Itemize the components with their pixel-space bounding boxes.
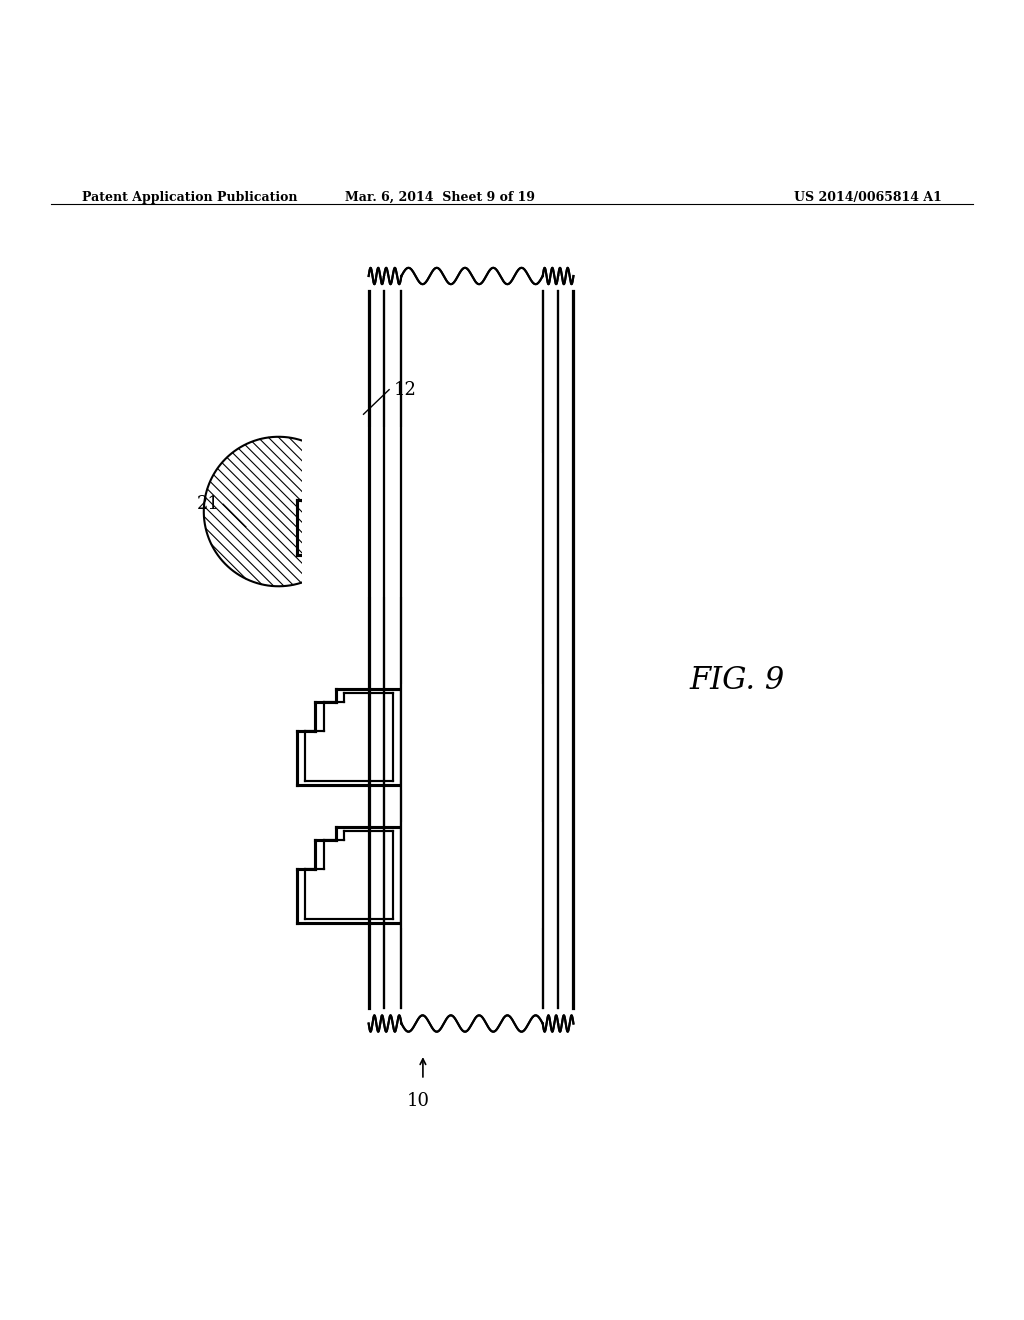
Bar — [400, 822, 544, 928]
Text: 10: 10 — [407, 1092, 429, 1110]
Bar — [400, 453, 544, 560]
Text: Mar. 6, 2014  Sheet 9 of 19: Mar. 6, 2014 Sheet 9 of 19 — [345, 190, 536, 203]
Bar — [400, 684, 544, 791]
Text: 12: 12 — [394, 380, 417, 399]
Text: FIG. 9: FIG. 9 — [689, 665, 785, 696]
Circle shape — [204, 437, 353, 586]
Bar — [302, 426, 452, 597]
Text: 21: 21 — [198, 495, 220, 513]
Text: Patent Application Publication: Patent Application Publication — [82, 190, 297, 203]
Text: US 2014/0065814 A1: US 2014/0065814 A1 — [795, 190, 942, 203]
